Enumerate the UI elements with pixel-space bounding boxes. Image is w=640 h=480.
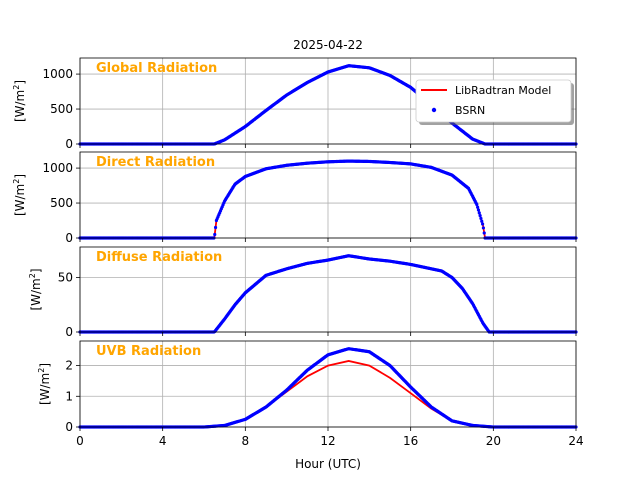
panel-3: 0 50 Diffuse Radiation [W/m2] xyxy=(28,246,578,339)
bsrn-points xyxy=(78,64,578,146)
y-axis-label-close: ] xyxy=(29,268,43,273)
bsrn-point xyxy=(480,222,485,226)
panel-label: Global Radiation xyxy=(96,61,217,76)
bsrn-point xyxy=(475,202,479,207)
panel-label: UVB Radiation xyxy=(96,344,201,359)
bsrn-point xyxy=(480,219,484,223)
y-tick-label: 1000 xyxy=(42,161,73,175)
y-axis-label-exponent: 2 xyxy=(37,368,46,373)
x-tick-label: 8 xyxy=(242,434,250,448)
y-axis-label: [W/m2] xyxy=(12,174,27,216)
legend-swatch-point xyxy=(431,107,437,113)
x-tick-label: 20 xyxy=(486,434,501,448)
panel-1: 0 500 1000 Global Radiation [W/m2] xyxy=(12,57,578,151)
legend-label: BSRN xyxy=(455,104,485,117)
y-tick-label: 1 xyxy=(65,389,73,403)
y-tick-label: 0 xyxy=(65,325,73,339)
y-axis-label-base: [W/m xyxy=(13,184,27,216)
x-tick-label: 4 xyxy=(159,434,167,448)
y-axis-label-close: ] xyxy=(13,174,27,179)
y-axis-label: [W/m2] xyxy=(12,80,27,122)
panel-2: 0 500 1000 Direct Radiation [W/m2] xyxy=(12,151,578,245)
x-tick-label: 0 xyxy=(76,434,84,448)
x-axis-label: Hour (UTC) xyxy=(295,457,361,471)
bsrn-point xyxy=(476,205,480,209)
bsrn-point xyxy=(476,208,481,212)
y-tick-label: 0 xyxy=(65,231,73,245)
x-tick-label: 24 xyxy=(568,434,583,448)
y-axis-label-exponent: 2 xyxy=(12,85,21,90)
y-axis-label-exponent: 2 xyxy=(28,273,37,278)
y-axis-label-exponent: 2 xyxy=(12,179,21,184)
bsrn-point xyxy=(213,225,218,230)
y-axis-label-close: ] xyxy=(38,363,52,368)
y-tick-label: 50 xyxy=(58,271,73,285)
y-axis-label: [W/m2] xyxy=(28,268,43,310)
y-tick-label: 2 xyxy=(65,359,73,373)
y-axis-label-base: [W/m xyxy=(29,278,43,310)
bsrn-point xyxy=(479,216,483,221)
bsrn-point xyxy=(477,211,481,215)
y-tick-label: 500 xyxy=(50,196,73,210)
y-axis-label: [W/m2] xyxy=(37,363,52,405)
y-tick-label: 0 xyxy=(65,137,73,151)
bsrn-point xyxy=(481,226,486,230)
legend-box xyxy=(415,79,572,123)
panel-label: Direct Radiation xyxy=(96,155,215,170)
x-tick-label: 12 xyxy=(320,434,335,448)
y-axis-label-close: ] xyxy=(13,80,27,85)
bsrn-point xyxy=(213,232,217,237)
x-tick-label: 16 xyxy=(403,434,418,448)
y-axis-label-base: [W/m xyxy=(38,373,52,405)
bsrn-point xyxy=(482,231,486,235)
legend-label: LibRadtran Model xyxy=(455,84,551,97)
figure-title: 2025-04-22 xyxy=(293,38,363,52)
y-tick-label: 500 xyxy=(50,102,73,116)
bsrn-point xyxy=(478,214,482,218)
y-tick-label: 0 xyxy=(65,420,73,434)
panel-label: Diffuse Radiation xyxy=(96,250,222,265)
legend: LibRadtran Model BSRN xyxy=(415,79,574,125)
y-axis-label-base: [W/m xyxy=(13,90,27,122)
y-tick-label: 1000 xyxy=(42,67,73,81)
